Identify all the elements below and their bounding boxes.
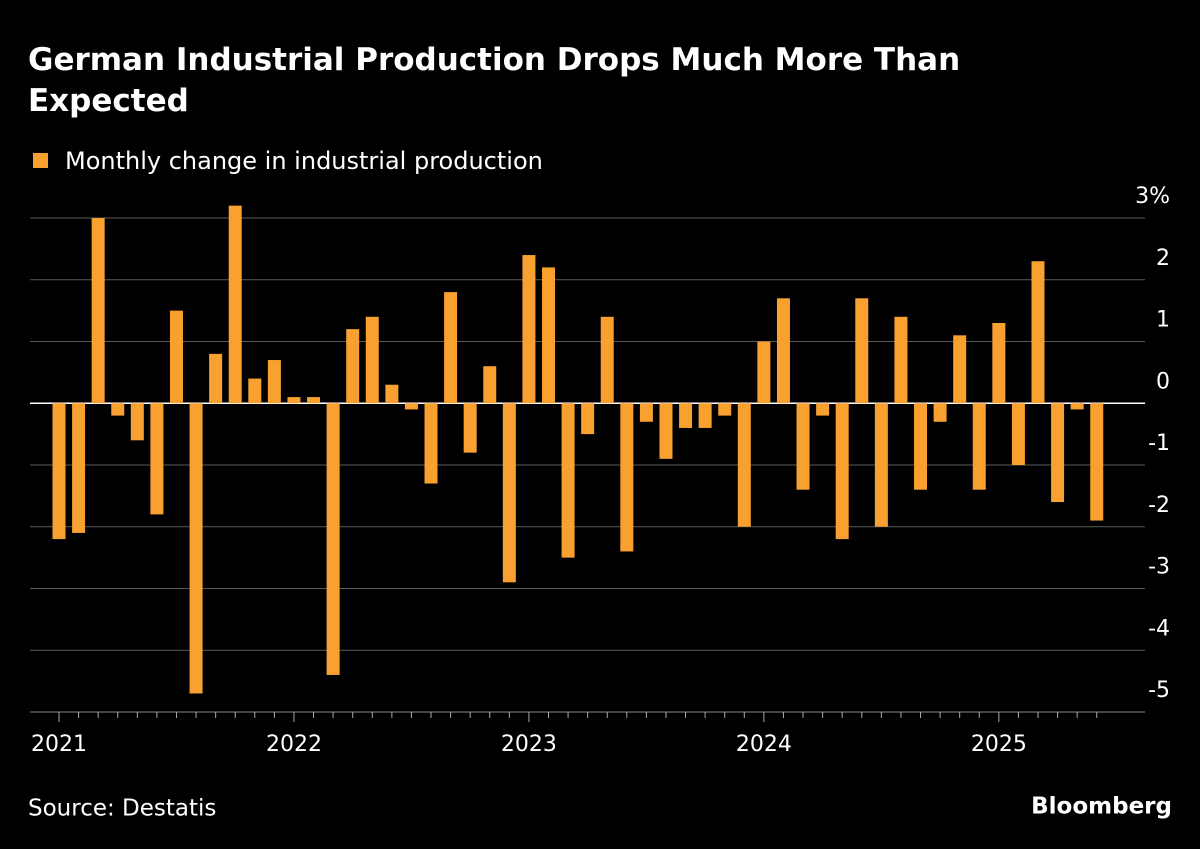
bar bbox=[111, 403, 125, 416]
x-tick-label: 2023 bbox=[501, 732, 557, 757]
x-tick-label: 2025 bbox=[971, 732, 1027, 757]
bar bbox=[72, 403, 86, 533]
bar bbox=[522, 255, 536, 404]
bar bbox=[326, 403, 340, 675]
bar bbox=[267, 360, 281, 404]
bar bbox=[698, 403, 712, 428]
bar bbox=[581, 403, 595, 435]
bar bbox=[346, 329, 360, 404]
bar bbox=[874, 403, 888, 527]
y-tick-label: 0 bbox=[1156, 369, 1170, 394]
bar bbox=[972, 403, 986, 490]
legend-swatch bbox=[33, 153, 48, 168]
bar bbox=[248, 378, 262, 404]
bar bbox=[620, 403, 634, 552]
bar bbox=[1031, 261, 1045, 404]
bar bbox=[150, 403, 164, 515]
bar bbox=[1011, 403, 1025, 465]
bar bbox=[463, 403, 477, 453]
bar bbox=[757, 341, 771, 404]
y-tick-label: -1 bbox=[1148, 431, 1170, 456]
y-tick-label: -4 bbox=[1148, 616, 1170, 641]
bar bbox=[953, 335, 967, 404]
bar bbox=[600, 316, 614, 404]
bar bbox=[287, 397, 301, 404]
bar bbox=[130, 403, 144, 441]
bar bbox=[776, 298, 790, 404]
bar bbox=[639, 403, 653, 422]
bar bbox=[228, 205, 242, 404]
y-tick-label: 3% bbox=[1135, 184, 1170, 209]
bar bbox=[502, 403, 516, 583]
bar bbox=[894, 316, 908, 404]
bar bbox=[52, 403, 66, 540]
bar bbox=[1051, 403, 1065, 503]
bar bbox=[1090, 403, 1104, 521]
bar bbox=[816, 403, 830, 416]
bar bbox=[1070, 403, 1084, 410]
bar bbox=[444, 292, 458, 404]
bar bbox=[718, 403, 732, 416]
bar bbox=[659, 403, 673, 459]
bar bbox=[561, 403, 575, 558]
bar bbox=[209, 353, 223, 404]
bar bbox=[679, 403, 693, 428]
legend-label: Monthly change in industrial production bbox=[65, 147, 543, 175]
bar bbox=[835, 403, 849, 540]
y-tick-label: 2 bbox=[1156, 246, 1170, 271]
bar bbox=[933, 403, 947, 422]
bar bbox=[796, 403, 810, 490]
x-tick-label: 2021 bbox=[31, 732, 87, 757]
x-tick-label: 2022 bbox=[266, 732, 322, 757]
bar bbox=[189, 403, 203, 694]
bar bbox=[542, 267, 555, 404]
bar bbox=[992, 322, 1006, 404]
chart-title: German Industrial Production Drops Much … bbox=[28, 42, 961, 119]
bar bbox=[483, 366, 497, 404]
bar bbox=[424, 403, 438, 484]
bar bbox=[914, 403, 928, 490]
brand: Bloomberg bbox=[1031, 794, 1172, 820]
y-tick-label: -5 bbox=[1148, 678, 1170, 703]
bar bbox=[91, 218, 105, 404]
y-tick-label: -2 bbox=[1148, 493, 1170, 518]
bar bbox=[855, 298, 869, 404]
bar bbox=[385, 384, 399, 404]
bar bbox=[365, 316, 379, 404]
bar bbox=[737, 403, 751, 527]
y-tick-label: 1 bbox=[1156, 308, 1170, 333]
source: Source: Destatis bbox=[28, 796, 216, 822]
title-box: German Industrial Production Drops Much … bbox=[28, 42, 961, 119]
bar bbox=[404, 403, 418, 410]
bar bbox=[307, 397, 321, 404]
x-tick-label: 2024 bbox=[736, 732, 792, 757]
bar bbox=[169, 310, 183, 404]
y-tick-label: -3 bbox=[1148, 555, 1170, 580]
